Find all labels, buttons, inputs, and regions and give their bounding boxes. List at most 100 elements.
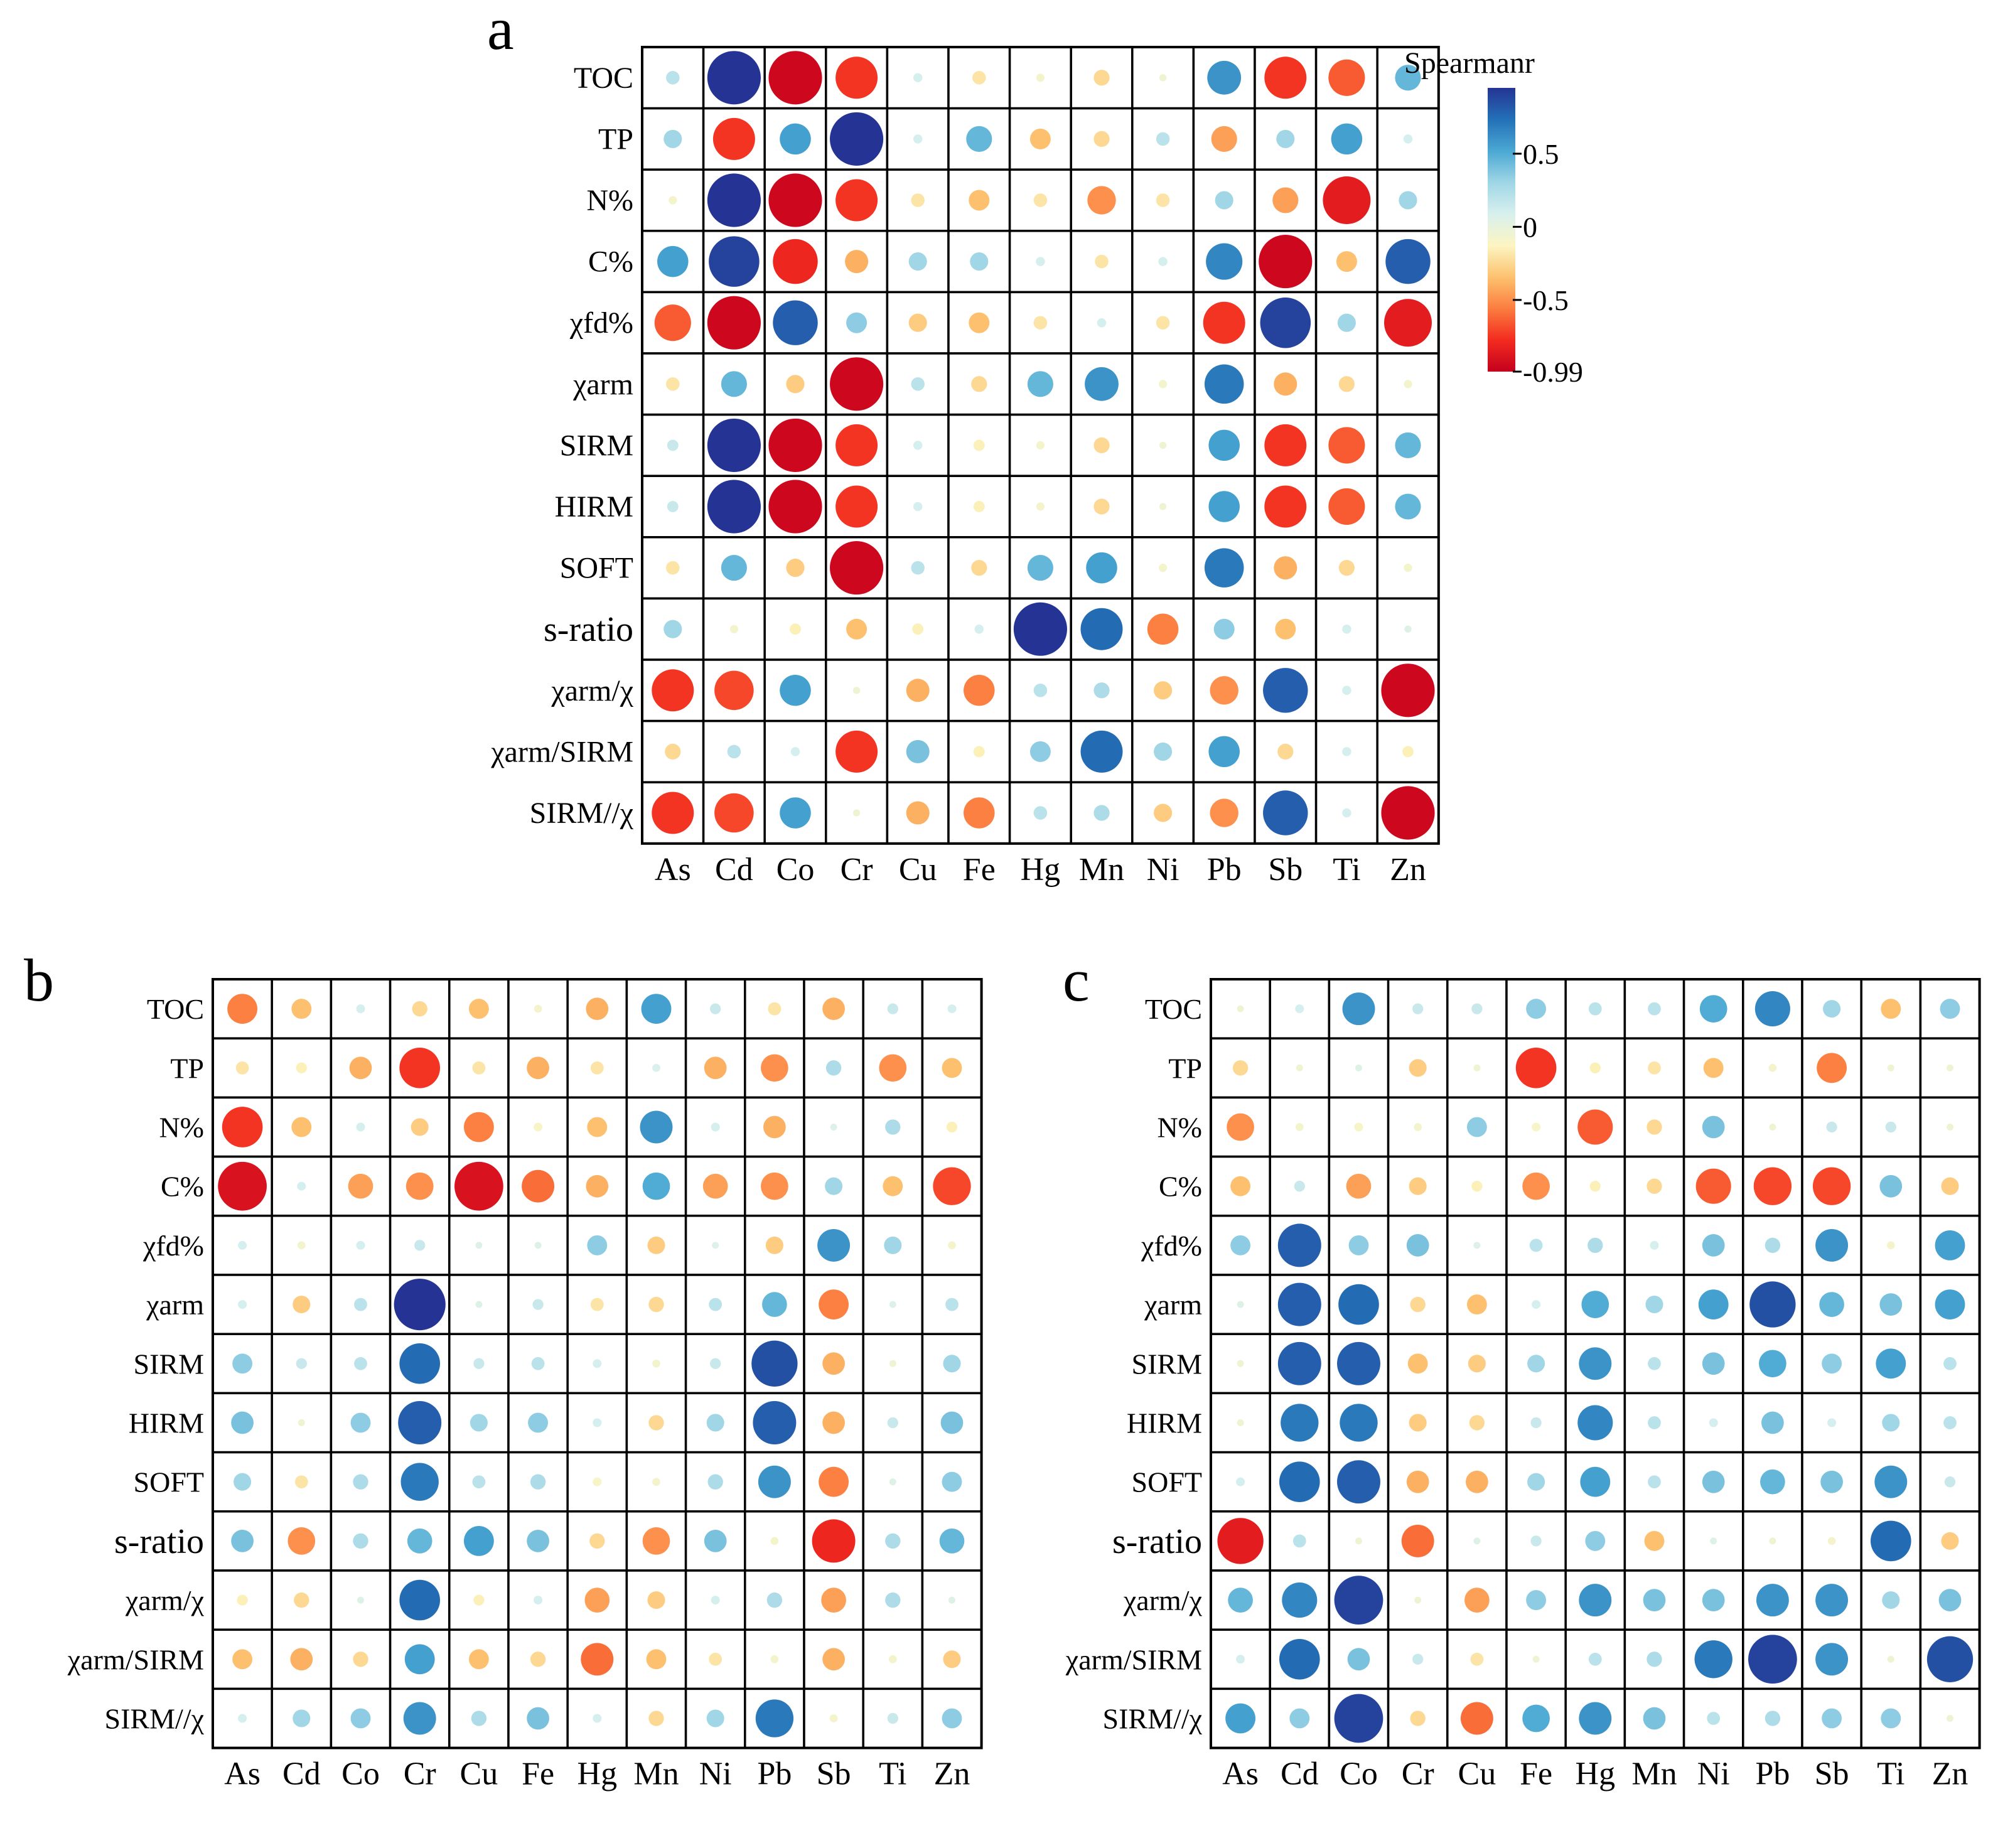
corr-chiarm-sirm-fe [530,1652,546,1667]
corr-soft-zn [942,1471,962,1492]
corr-s-ratio-cd [1292,1534,1306,1548]
corr-chiarm-chi-zn [948,1596,955,1604]
corr-chiarm-chi-cr [852,687,861,694]
corr-hirm-fe [1530,1417,1542,1429]
corr-npct-as [669,196,677,205]
corr-chiarm-sirm-ti [888,1655,897,1663]
corr-chiarm-sb [1274,372,1297,396]
col-label-zn: Zn [934,1756,970,1792]
corr-chiarm-sb [1819,1292,1844,1317]
corr-s-ratio-sb [812,1519,856,1563]
corr-toc-cr [835,56,878,99]
corr-npct-cr [411,1118,429,1136]
corr-hirm-mn [1093,498,1110,515]
corr-npct-pb [1215,191,1233,210]
col-label-cd: Cd [282,1756,321,1792]
corr-npct-pb [763,1115,786,1139]
corr-soft-zn [1944,1476,1956,1488]
row-label-sirm: SIRM [1132,1348,1202,1380]
corr-tp-cu [913,134,923,144]
heatmap-cell [862,1096,924,1158]
corr-chifdpct-zn [1935,1230,1965,1260]
corr-soft-mn [1648,1475,1661,1489]
corr-chiarm-sirm-pb [1208,736,1240,768]
corr-sirm-chi-ni [1707,1712,1721,1725]
corr-chiarm-sirm-mn [1647,1652,1662,1667]
corr-tp-cd [1296,1064,1303,1072]
corr-chifdpct-co [356,1240,365,1250]
corr-sirm-pb [1759,1350,1786,1378]
corr-chiarm-cd [293,1296,311,1314]
corr-chifdpct-hg [587,1235,608,1255]
corr-npct-mn [1647,1119,1662,1135]
corr-soft-ti [1874,1465,1908,1498]
corr-chiarm-chi-as [1228,1587,1253,1613]
row-label-sirm-chi: SIRM//χ [1103,1703,1203,1735]
corr-cpct-ni [702,1173,728,1199]
corr-cpct-pb [761,1172,788,1200]
corr-npct-zn [1947,1124,1953,1131]
panel-b-label: b [24,947,54,1014]
corr-sirm-co [768,418,822,472]
corr-soft-hg [1027,555,1053,581]
corr-toc-ti [1881,999,1901,1019]
corr-sirm-zn [1943,1356,1957,1370]
corr-s-ratio-ti [1870,1520,1911,1562]
corr-chiarm-chi-cr [399,1579,441,1621]
corr-chiarm-chi-cu [906,679,930,702]
corr-toc-mn [641,994,672,1024]
corr-chiarm-sirm-ni [1154,742,1173,761]
corr-tp-cr [1409,1059,1427,1077]
corr-hirm-pb [753,1401,797,1444]
corr-cpct-ti [1879,1174,1903,1198]
corr-sirm-cu [913,441,923,450]
corr-chiarm-sirm-co [353,1652,368,1667]
corr-hirm-cd [1281,1404,1319,1442]
corr-chiarm-chi-pb [1210,676,1238,705]
corr-npct-cu [1466,1117,1487,1137]
corr-sirm-ti [1876,1348,1906,1379]
corr-s-ratio-co [1355,1537,1362,1545]
corr-npct-as [1227,1113,1254,1141]
corr-sirm-as [667,439,679,451]
corr-hirm-co [1340,1404,1378,1442]
corr-toc-as [666,71,680,85]
corr-npct-cd [291,1117,312,1137]
corr-s-ratio-pb [1213,618,1235,640]
corr-sirm-pb [751,1340,798,1387]
corr-chiarm-chi-fe [1526,1590,1547,1611]
row-label-chiarm-sirm: χarm/SIRM [67,1643,204,1675]
corr-npct-hg [1577,1109,1613,1145]
corr-chiarm-chi-fe [964,675,995,706]
corr-sirm-mn [1648,1356,1661,1370]
corr-soft-mn [1086,552,1117,584]
corr-sirm-ti [889,1360,896,1367]
corr-chifdpct-ti [884,1236,902,1254]
corr-sirm-chi-cr [852,809,861,817]
corr-toc-hg [1588,1002,1602,1016]
corr-chiarm-chi-ni [711,1596,720,1605]
corr-chiarm-ni [1158,380,1168,389]
corr-sirm-ni [710,1358,721,1369]
heatmap-cell [1192,475,1256,539]
col-label-cr: Cr [1402,1756,1434,1792]
corr-sirm-chi-co [1334,1694,1383,1743]
corr-tp-mn [1093,131,1110,148]
corr-tp-ti [1887,1064,1894,1072]
corr-soft-pb [1204,548,1244,588]
row-label-s-ratio: s-ratio [114,1522,204,1561]
corr-hirm-ni [706,1414,724,1432]
corr-sirm-chi-ti [1881,1708,1901,1729]
corr-tp-sb [1817,1053,1847,1083]
corr-chiarm-sirm-cr [1412,1653,1424,1665]
corr-toc-ti [887,1003,898,1014]
corr-tp-zn [942,1058,962,1078]
corr-soft-cd [721,555,747,581]
corr-hirm-cr [398,1401,442,1444]
corr-chiarm-chi-zn [1938,1589,1962,1611]
corr-chiarm-hg [590,1297,604,1311]
corr-hirm-ni [1709,1418,1718,1427]
corr-chiarm-sirm-as [1236,1655,1245,1664]
corr-chiarm-sirm-ti [1887,1655,1894,1663]
heatmap-cell [1192,719,1256,783]
